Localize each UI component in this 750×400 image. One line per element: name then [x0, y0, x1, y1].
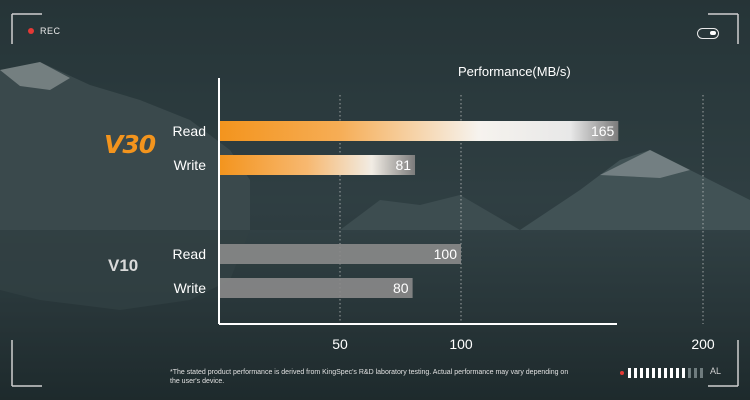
category-label: Read	[173, 246, 206, 262]
meter-segment	[688, 368, 691, 378]
data-label: 80	[393, 280, 409, 296]
tick-label: 100	[449, 336, 473, 352]
meter-segment	[640, 368, 643, 378]
category-label: Write	[174, 280, 207, 296]
meter-dot-icon	[620, 371, 624, 375]
category-label: Read	[173, 123, 206, 139]
toggle-knob	[710, 31, 716, 35]
toggle-icon	[697, 28, 719, 39]
rec-label: REC	[40, 26, 61, 36]
data-label: 165	[591, 123, 615, 139]
bar-v30-write	[219, 155, 416, 175]
bar-v10-read	[219, 244, 461, 264]
bar-v10-write	[219, 278, 413, 298]
meter-segment	[652, 368, 655, 378]
record-dot-icon	[28, 28, 34, 34]
level-meter-icon	[620, 368, 703, 378]
meter-segment	[658, 368, 661, 378]
meter-segment	[664, 368, 667, 378]
meter-segment	[628, 368, 631, 378]
v30-logo: V30	[104, 130, 156, 159]
tick-label: 50	[332, 336, 348, 352]
tick-label: 200	[691, 336, 715, 352]
v10-label: V10	[108, 256, 139, 275]
category-label: Write	[174, 157, 207, 173]
meter-label: AL	[710, 366, 722, 376]
meter-segment	[676, 368, 679, 378]
data-label: 81	[395, 157, 411, 173]
data-label: 100	[434, 246, 458, 262]
meter-segment	[634, 368, 637, 378]
meter-segment	[670, 368, 673, 378]
chart-title: Performance(MB/s)	[458, 64, 571, 79]
footnote: *The stated product performance is deriv…	[170, 369, 569, 385]
meter-segment	[646, 368, 649, 378]
bar-v30-read	[219, 121, 619, 141]
meter-segment	[700, 368, 703, 378]
meter-segment	[694, 368, 697, 378]
meter-segment	[682, 368, 685, 378]
rec-indicator: REC	[28, 26, 61, 36]
